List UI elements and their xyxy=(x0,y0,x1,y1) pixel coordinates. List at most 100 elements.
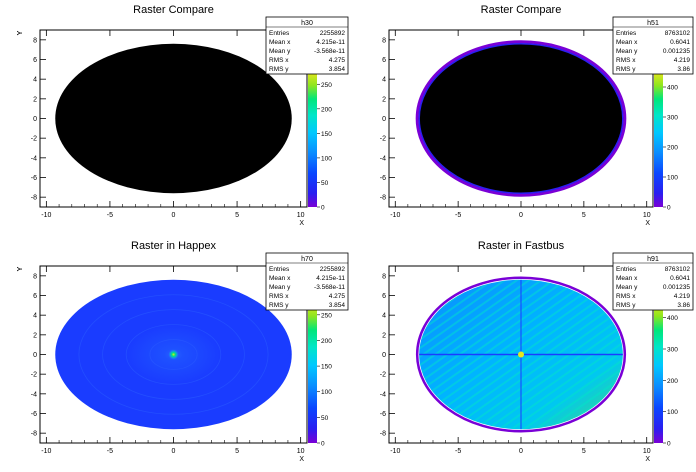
x-tick-label: -10 xyxy=(41,448,51,455)
x-tick-label: 5 xyxy=(235,448,239,455)
x-tick-label: -10 xyxy=(390,448,400,455)
chart-panel-3: Raster in Happex -10 -5 0 5 10 -8 -6 -4 -2 0 2 4 6 8 X Y… xyxy=(17,240,349,463)
y-axis-label: Y xyxy=(17,30,24,35)
x-tick-label: -5 xyxy=(107,212,113,219)
stats-label: Mean x xyxy=(616,275,638,282)
stats-box-title: h91 xyxy=(647,256,659,263)
y-tick-label: -6 xyxy=(380,411,386,418)
y-tick-label: 2 xyxy=(33,332,37,339)
y-tick-label: 2 xyxy=(382,332,386,339)
heatmap-hotspot xyxy=(518,351,524,358)
heatmap-ring xyxy=(125,324,222,385)
x-tick-label: 0 xyxy=(172,448,176,455)
y-tick-label: 4 xyxy=(382,313,386,320)
y-tick-label: -4 xyxy=(380,155,386,162)
stats-value: -3.568e-11 xyxy=(314,48,345,55)
heatmap-region xyxy=(55,43,292,194)
x-tick-label: -5 xyxy=(107,448,113,455)
color-scale-label: 100 xyxy=(321,155,332,162)
heatmap-ring xyxy=(102,309,245,400)
color-scale-label: 150 xyxy=(321,364,332,371)
heatmap-ellipse xyxy=(55,43,292,194)
color-scale-bar xyxy=(654,302,663,443)
y-tick-label: 8 xyxy=(382,37,386,44)
y-tick-label: -2 xyxy=(31,136,37,143)
y-tick-label: -6 xyxy=(31,175,37,182)
x-tick-label: -10 xyxy=(390,212,400,219)
stats-value: 0.001235 xyxy=(663,284,690,291)
y-tick-label: -4 xyxy=(31,391,37,398)
y-tick-label: 2 xyxy=(382,96,386,103)
stats-label: RMS y xyxy=(269,66,289,73)
x-axis-label: X xyxy=(299,220,304,227)
heatmap-rim xyxy=(415,40,627,197)
stats-value: 0.6041 xyxy=(670,275,690,282)
color-scale-label: 200 xyxy=(667,378,678,385)
x-tick-label: 0 xyxy=(519,212,523,219)
stats-label: RMS x xyxy=(616,57,636,64)
stats-value: 8763102 xyxy=(665,266,691,273)
stats-box-frame xyxy=(265,252,349,311)
heatmap-rim xyxy=(415,276,627,433)
stats-label: Entries xyxy=(616,30,637,37)
x-axis-label: X xyxy=(645,456,650,463)
color-scale-label: 400 xyxy=(667,85,678,92)
y-tick-label: -4 xyxy=(380,391,386,398)
chart-panel-2: Raster Compare -10 -5 0 5 10 -8 -6 -4 -2 0 2 4 6 8 X Y 0 1… xyxy=(17,4,694,227)
stats-label: RMS x xyxy=(269,57,289,64)
stats-box: h51 Entries 8763102 Mean x 0.6041 Mean y 0.001… xyxy=(612,16,694,75)
chart-title: Raster Compare xyxy=(133,4,214,16)
stats-box: h30 Entries 2255892 Mean x 4.215e-11 Mean y -3… xyxy=(265,16,349,75)
heatmap-ellipse xyxy=(418,43,624,194)
chart-title: Raster Compare xyxy=(481,4,562,16)
color-scale-label: 300 xyxy=(667,115,678,122)
color-scale-bar xyxy=(308,302,317,443)
x-tick-label: -10 xyxy=(41,212,51,219)
x-tick-label: 10 xyxy=(297,212,305,219)
y-tick-label: 0 xyxy=(33,352,37,359)
x-tick-label: 5 xyxy=(582,212,586,219)
stats-value: 3.86 xyxy=(677,66,690,73)
y-tick-label: -6 xyxy=(380,175,386,182)
stats-label: RMS x xyxy=(616,293,636,300)
stats-label: Mean y xyxy=(269,284,291,291)
stats-label: Entries xyxy=(269,266,290,273)
color-scale-bar xyxy=(654,72,663,207)
stats-value: 3.86 xyxy=(677,302,690,309)
stats-box-title: h51 xyxy=(647,20,659,27)
y-tick-label: 6 xyxy=(382,293,386,300)
chart-panel-4: Raster in Fastbus -10 -5 0 5 10 -8 -6 -4 -2 0 2 4 6 8 X… xyxy=(17,240,694,463)
stats-value: 4.215e-11 xyxy=(316,39,345,46)
stats-value: 3.854 xyxy=(329,302,346,309)
stats-label: Mean x xyxy=(269,39,291,46)
y-tick-label: 0 xyxy=(33,116,37,123)
color-scale-label: 50 xyxy=(321,415,329,422)
stats-value: 2255892 xyxy=(320,30,346,37)
color-scale-label: 0 xyxy=(667,205,671,212)
stats-label: RMS x xyxy=(269,293,289,300)
x-tick-label: 0 xyxy=(172,212,176,219)
y-tick-label: 0 xyxy=(382,116,386,123)
stats-label: Mean y xyxy=(269,48,291,55)
y-axis-label: Y xyxy=(17,266,24,271)
y-tick-label: 8 xyxy=(33,273,37,280)
y-tick-label: 6 xyxy=(382,57,386,64)
y-tick-label: 4 xyxy=(33,77,37,84)
color-scale-label: 200 xyxy=(667,145,678,152)
y-tick-label: 4 xyxy=(33,313,37,320)
stats-label: Mean x xyxy=(616,39,638,46)
stats-value: 2255892 xyxy=(320,266,346,273)
color-scale-label: 150 xyxy=(321,131,332,138)
heatmap-ring xyxy=(149,339,198,370)
stats-label: Mean x xyxy=(269,275,291,282)
x-tick-label: 10 xyxy=(643,212,651,219)
stats-label: RMS y xyxy=(616,66,636,73)
heatmap-region xyxy=(55,279,292,430)
y-tick-label: 6 xyxy=(33,57,37,64)
stats-value: 4.219 xyxy=(674,293,691,300)
stats-value: -3.568e-11 xyxy=(314,284,345,291)
stats-label: Mean y xyxy=(616,48,638,55)
y-tick-label: -6 xyxy=(31,411,37,418)
y-tick-label: -8 xyxy=(31,431,37,438)
stats-label: RMS y xyxy=(616,302,636,309)
